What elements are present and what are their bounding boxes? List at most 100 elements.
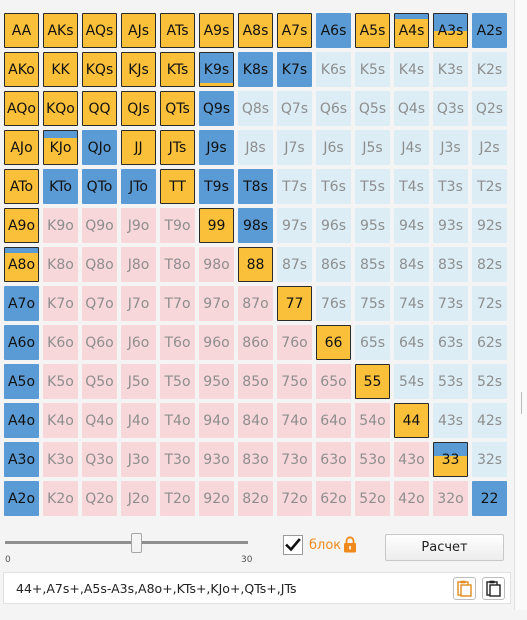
hand-cell-65s[interactable]: 65s (355, 325, 390, 360)
hand-cell-86s[interactable]: 86s (316, 247, 351, 282)
hand-cell-J7s[interactable]: J7s (277, 130, 312, 165)
hand-cell-AJs[interactable]: AJs (121, 13, 156, 48)
hand-cell-33[interactable]: 33 (433, 442, 468, 477)
hand-cell-Q4o[interactable]: Q4o (82, 403, 117, 438)
hand-cell-99[interactable]: 99 (199, 208, 234, 243)
hand-cell-QQ[interactable]: QQ (82, 91, 117, 126)
hand-cell-95o[interactable]: 95o (199, 364, 234, 399)
hand-cell-JTs[interactable]: JTs (160, 130, 195, 165)
hand-cell-97o[interactable]: 97o (199, 286, 234, 321)
hand-cell-83o[interactable]: 83o (238, 442, 273, 477)
hand-cell-55[interactable]: 55 (355, 364, 390, 399)
hand-cell-95s[interactable]: 95s (355, 208, 390, 243)
hand-cell-K2s[interactable]: K2s (472, 52, 507, 87)
hand-cell-73s[interactable]: 73s (433, 286, 468, 321)
hand-cell-J8o[interactable]: J8o (121, 247, 156, 282)
hand-cell-64o[interactable]: 64o (316, 403, 351, 438)
hand-cell-Q6s[interactable]: Q6s (316, 91, 351, 126)
copy-button[interactable] (482, 577, 505, 600)
hand-cell-K3s[interactable]: K3s (433, 52, 468, 87)
hand-cell-75o[interactable]: 75o (277, 364, 312, 399)
hand-cell-93s[interactable]: 93s (433, 208, 468, 243)
hand-cell-T6s[interactable]: T6s (316, 169, 351, 204)
hand-cell-K6o[interactable]: K6o (43, 325, 78, 360)
hand-cell-J2s[interactable]: J2s (472, 130, 507, 165)
hand-cell-A2s[interactable]: A2s (472, 13, 507, 48)
hand-cell-32s[interactable]: 32s (472, 442, 507, 477)
hand-cell-J4o[interactable]: J4o (121, 403, 156, 438)
hand-cell-32o[interactable]: 32o (433, 481, 468, 516)
hand-cell-76o[interactable]: 76o (277, 325, 312, 360)
hand-cell-J9o[interactable]: J9o (121, 208, 156, 243)
hand-cell-73o[interactable]: 73o (277, 442, 312, 477)
hand-cell-A9s[interactable]: A9s (199, 13, 234, 48)
hand-cell-A5o[interactable]: A5o (4, 364, 39, 399)
hand-cell-AA[interactable]: AA (4, 13, 39, 48)
hand-cell-A4s[interactable]: A4s (394, 13, 429, 48)
hand-cell-85s[interactable]: 85s (355, 247, 390, 282)
hand-cell-97s[interactable]: 97s (277, 208, 312, 243)
hand-cell-ATs[interactable]: ATs (160, 13, 195, 48)
calculate-button[interactable]: Расчет (385, 534, 504, 561)
hand-cell-J3o[interactable]: J3o (121, 442, 156, 477)
paste-button[interactable] (453, 577, 476, 600)
hand-cell-AQo[interactable]: AQo (4, 91, 39, 126)
hand-cell-74o[interactable]: 74o (277, 403, 312, 438)
hand-cell-77[interactable]: 77 (277, 286, 312, 321)
hand-cell-92o[interactable]: 92o (199, 481, 234, 516)
hand-cell-43o[interactable]: 43o (394, 442, 429, 477)
hand-cell-T7s[interactable]: T7s (277, 169, 312, 204)
range-text-field[interactable]: 44+,A7s+,A5s-A3s,A8o+,KTs+,KJo+,QTs+,JTs (3, 572, 511, 604)
hand-cell-T2s[interactable]: T2s (472, 169, 507, 204)
hand-cell-J7o[interactable]: J7o (121, 286, 156, 321)
hand-cell-84o[interactable]: 84o (238, 403, 273, 438)
hand-cell-AQs[interactable]: AQs (82, 13, 117, 48)
hand-cell-K3o[interactable]: K3o (43, 442, 78, 477)
hand-cell-A9o[interactable]: A9o (4, 208, 39, 243)
hand-cell-K9s[interactable]: K9s (199, 52, 234, 87)
hand-cell-Q3o[interactable]: Q3o (82, 442, 117, 477)
hand-cell-62o[interactable]: 62o (316, 481, 351, 516)
hand-cell-J6s[interactable]: J6s (316, 130, 351, 165)
hand-cell-T5s[interactable]: T5s (355, 169, 390, 204)
hand-cell-43s[interactable]: 43s (433, 403, 468, 438)
hand-cell-KTs[interactable]: KTs (160, 52, 195, 87)
hand-cell-J8s[interactable]: J8s (238, 130, 273, 165)
hand-cell-54o[interactable]: 54o (355, 403, 390, 438)
hand-cell-T2o[interactable]: T2o (160, 481, 195, 516)
hand-cell-A6s[interactable]: A6s (316, 13, 351, 48)
hand-cell-KJs[interactable]: KJs (121, 52, 156, 87)
hand-cell-T6o[interactable]: T6o (160, 325, 195, 360)
hand-cell-87o[interactable]: 87o (238, 286, 273, 321)
hand-cell-98o[interactable]: 98o (199, 247, 234, 282)
hand-cell-T4s[interactable]: T4s (394, 169, 429, 204)
hand-cell-Q9s[interactable]: Q9s (199, 91, 234, 126)
hand-cell-94s[interactable]: 94s (394, 208, 429, 243)
hand-cell-K8o[interactable]: K8o (43, 247, 78, 282)
hand-cell-Q3s[interactable]: Q3s (433, 91, 468, 126)
hand-cell-K5s[interactable]: K5s (355, 52, 390, 87)
hand-cell-T5o[interactable]: T5o (160, 364, 195, 399)
hand-cell-64s[interactable]: 64s (394, 325, 429, 360)
hand-cell-QTs[interactable]: QTs (160, 91, 195, 126)
hand-cell-KK[interactable]: KK (43, 52, 78, 87)
hand-cell-22[interactable]: 22 (472, 481, 507, 516)
hand-cell-Q5o[interactable]: Q5o (82, 364, 117, 399)
hand-cell-K4o[interactable]: K4o (43, 403, 78, 438)
hand-cell-93o[interactable]: 93o (199, 442, 234, 477)
hand-cell-96s[interactable]: 96s (316, 208, 351, 243)
hand-cell-42s[interactable]: 42s (472, 403, 507, 438)
hand-cell-J3s[interactable]: J3s (433, 130, 468, 165)
hand-cell-KQs[interactable]: KQs (82, 52, 117, 87)
hand-cell-85o[interactable]: 85o (238, 364, 273, 399)
hand-cell-92s[interactable]: 92s (472, 208, 507, 243)
hand-cell-A6o[interactable]: A6o (4, 325, 39, 360)
hand-cell-87s[interactable]: 87s (277, 247, 312, 282)
hand-cell-K4s[interactable]: K4s (394, 52, 429, 87)
hand-cell-A3o[interactable]: A3o (4, 442, 39, 477)
hand-cell-K2o[interactable]: K2o (43, 481, 78, 516)
hand-cell-K7o[interactable]: K7o (43, 286, 78, 321)
hand-cell-98s[interactable]: 98s (238, 208, 273, 243)
hand-cell-44[interactable]: 44 (394, 403, 429, 438)
hand-cell-AKo[interactable]: AKo (4, 52, 39, 87)
